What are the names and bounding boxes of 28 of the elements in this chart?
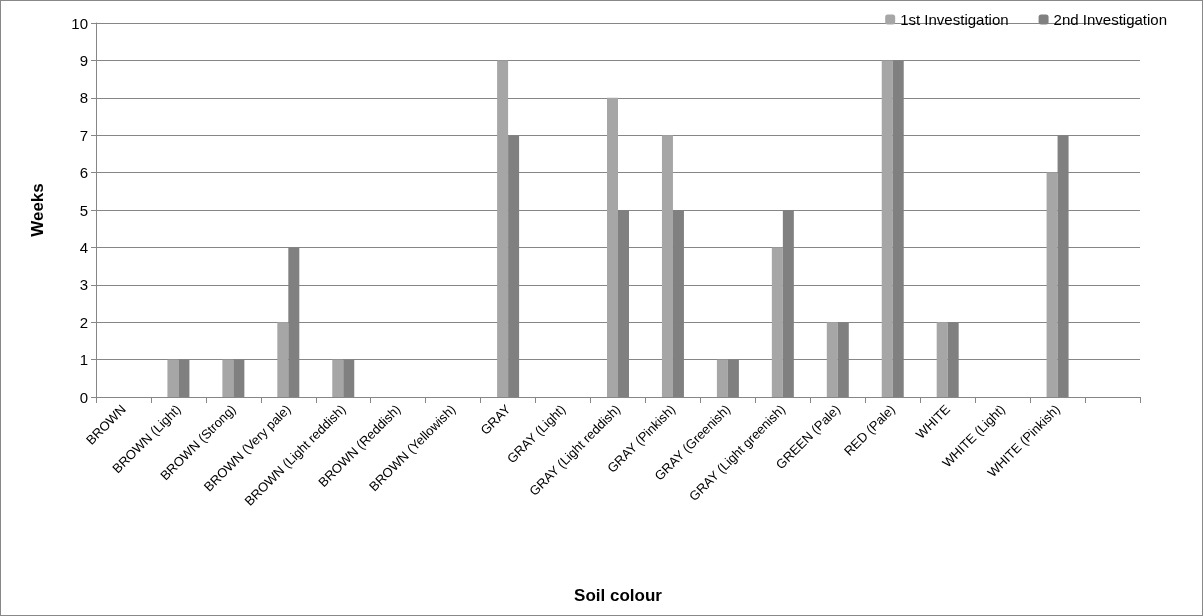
- x-axis-title: Soil colour: [574, 586, 663, 605]
- bar: [936, 322, 948, 397]
- bar: [497, 60, 509, 397]
- y-tick-label: 5: [79, 201, 88, 219]
- bar: [716, 359, 728, 397]
- y-axis-title: Weeks: [28, 183, 47, 237]
- y-tick-label: 9: [79, 51, 88, 69]
- bar: [277, 322, 289, 397]
- y-tick-label: 10: [71, 14, 88, 32]
- bar: [222, 359, 234, 397]
- bar: [771, 247, 783, 397]
- bar: [167, 359, 179, 397]
- y-tick-label: 1: [79, 351, 88, 369]
- y-tick-label: 3: [79, 276, 88, 294]
- y-tick-label: 2: [79, 313, 88, 331]
- y-tick-label: 7: [79, 126, 88, 144]
- y-tick-label: 8: [79, 89, 88, 107]
- bar: [881, 60, 893, 397]
- y-tick-label: 6: [79, 164, 88, 182]
- y-tick-label: 4: [79, 238, 88, 256]
- y-tick-label: 0: [79, 388, 88, 406]
- legend-label: 1st Investigation: [900, 11, 1009, 28]
- bar: [332, 359, 344, 397]
- bar: [661, 135, 673, 397]
- bar: [607, 97, 618, 397]
- bar: [826, 322, 838, 397]
- bar: [1046, 172, 1058, 397]
- legend-label: 2nd Investigation: [1053, 11, 1168, 28]
